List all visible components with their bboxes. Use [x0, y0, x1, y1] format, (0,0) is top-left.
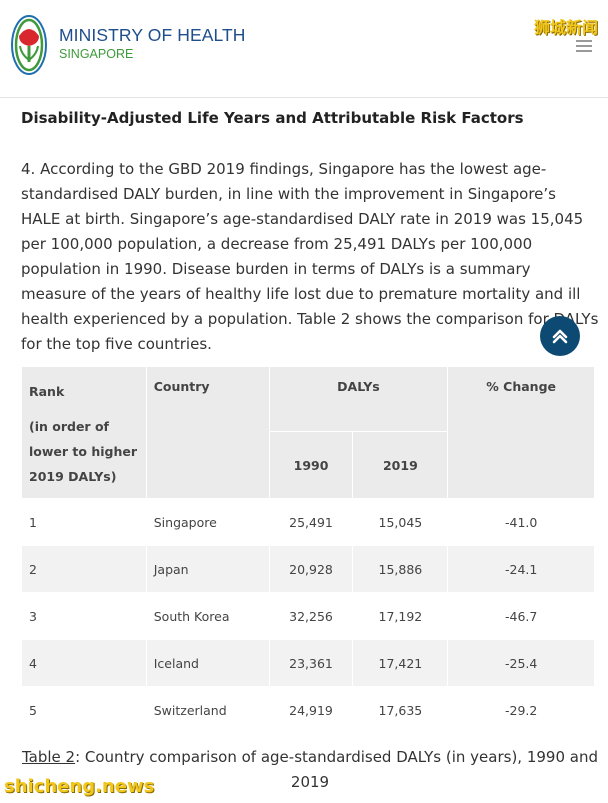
- rank-header: Rank: [29, 384, 65, 399]
- dalys-1990-cell: 25,491: [268, 498, 354, 546]
- change-header: % Change: [447, 366, 595, 499]
- country-cell: South Korea: [145, 592, 270, 640]
- year-1990-header: 1990: [268, 431, 354, 499]
- change-cell: -25.4: [447, 639, 595, 687]
- table-row: 4 Iceland 23,361 17,421 -25.4: [21, 639, 595, 687]
- table-row: 1 Singapore 25,491 15,045 -41.0: [21, 498, 595, 546]
- daly-comparison-table: Rank (in order of lower to higher 2019 D…: [21, 366, 595, 734]
- change-cell: -41.0: [447, 498, 595, 546]
- country-cell: Singapore: [145, 498, 270, 546]
- dalys-2019-cell: 17,421: [352, 639, 449, 687]
- dalys-1990-cell: 23,361: [268, 639, 354, 687]
- rank-note: (in order of lower to higher 2019 DALYs): [29, 419, 138, 484]
- menu-icon[interactable]: [576, 40, 592, 52]
- chevron-up-icon: [552, 329, 568, 344]
- rank-header-cell: Rank (in order of lower to higher 2019 D…: [21, 366, 147, 499]
- table-row: 2 Japan 20,928 15,886 -24.1: [21, 545, 595, 593]
- country-header: Country: [145, 366, 270, 499]
- moh-logo-icon[interactable]: [10, 14, 48, 76]
- dalys-2019-cell: 15,886: [352, 545, 449, 593]
- year-2019-header: 2019: [352, 431, 449, 499]
- rank-cell: 4: [21, 639, 147, 687]
- rank-cell: 3: [21, 592, 147, 640]
- rank-cell: 5: [21, 686, 147, 734]
- watermark: 狮城新闻: [533, 18, 598, 37]
- rank-cell: 1: [21, 498, 147, 546]
- dalys-2019-cell: 17,635: [352, 686, 449, 734]
- dalys-1990-cell: 20,928: [268, 545, 354, 593]
- dalys-2019-cell: 17,192: [352, 592, 449, 640]
- caption-text: : Country comparison of age-standardised…: [75, 748, 599, 791]
- scroll-to-top-button[interactable]: [540, 316, 580, 356]
- brand-subtitle: SINGAPORE: [59, 47, 134, 61]
- country-cell: Switzerland: [145, 686, 270, 734]
- article-paragraph: 4. According to the GBD 2019 findings, S…: [21, 160, 599, 353]
- country-cell: Japan: [145, 545, 270, 593]
- rank-cell: 2: [21, 545, 147, 593]
- dalys-1990-cell: 24,919: [268, 686, 354, 734]
- brand-title[interactable]: MINISTRY OF HEALTH: [59, 25, 246, 45]
- table-ref-link[interactable]: Table 2: [21, 748, 76, 766]
- site-header: MINISTRY OF HEALTH SINGAPORE 狮城新闻: [0, 0, 608, 98]
- table-row: 5 Switzerland 24,919 17,635 -29.2: [21, 686, 595, 734]
- change-cell: -29.2: [447, 686, 595, 734]
- country-cell: Iceland: [145, 639, 270, 687]
- dalys-header: DALYs: [268, 366, 449, 432]
- section-heading: Disability-Adjusted Life Years and Attri…: [21, 109, 524, 127]
- change-cell: -46.7: [447, 592, 595, 640]
- change-cell: -24.1: [447, 545, 595, 593]
- table-row: 3 South Korea 32,256 17,192 -46.7: [21, 592, 595, 640]
- table-caption: Table 2: Country comparison of age-stand…: [21, 745, 599, 795]
- dalys-1990-cell: 32,256: [268, 592, 354, 640]
- dalys-2019-cell: 15,045: [352, 498, 449, 546]
- site-watermark: shicheng.news: [4, 776, 155, 797]
